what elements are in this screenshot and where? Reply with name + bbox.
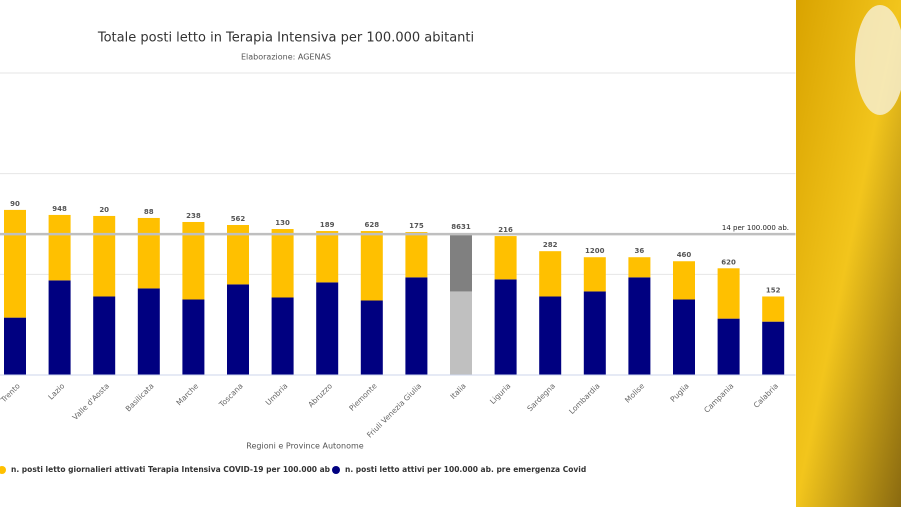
bar-label: 36 xyxy=(635,247,645,255)
bar-label: 282 xyxy=(543,241,558,249)
photo-figure xyxy=(855,5,901,115)
bar-segment xyxy=(316,231,339,283)
bar-segment xyxy=(717,318,740,375)
bar-segment xyxy=(628,257,651,278)
bar-segment xyxy=(762,321,785,375)
x-tick-label: Marche xyxy=(174,381,200,407)
bar-segment xyxy=(182,221,205,300)
bar-segment xyxy=(4,317,26,375)
bar-segment xyxy=(450,233,472,292)
x-tick-label: Liguria xyxy=(488,381,512,405)
bar-segment xyxy=(271,297,294,375)
bar-segment xyxy=(405,277,428,375)
bar-segment xyxy=(539,296,562,375)
legend-marker xyxy=(332,466,340,474)
bar-segment xyxy=(673,299,695,375)
bar-label: 628 xyxy=(364,221,379,229)
bar-segment xyxy=(628,277,651,375)
bar-label: 90 xyxy=(10,200,20,208)
bar-segment xyxy=(717,268,740,319)
bar-segment xyxy=(4,209,26,318)
x-tick-label: Sardegna xyxy=(525,381,557,413)
x-tick-label: Campania xyxy=(702,381,735,414)
legend-label: n. posti letto attivi per 100.000 ab. pr… xyxy=(345,465,586,474)
x-axis-title: Regioni e Province Autonome xyxy=(246,442,364,451)
x-tick-label: Abruzzo xyxy=(306,381,334,409)
x-tick-label: Italia xyxy=(448,381,467,400)
x-tick-label: Piemonte xyxy=(347,381,379,413)
x-tick-label: Valle d'Aosta xyxy=(71,381,111,421)
bar-segment xyxy=(48,214,71,281)
x-tick-label: Calabria xyxy=(752,381,780,409)
bar-segment xyxy=(360,300,383,375)
bar-label: 8631 xyxy=(451,223,471,231)
bar-segment xyxy=(271,229,294,298)
x-tick-label: Trento xyxy=(0,381,22,405)
bar-segment xyxy=(762,296,785,322)
bar-segment xyxy=(583,257,606,292)
bar-label: 175 xyxy=(409,222,424,230)
bar-segment xyxy=(673,261,695,300)
chart-subtitle: Elaborazione: AGENAS xyxy=(241,53,331,62)
bar-label: 460 xyxy=(677,251,692,259)
x-tick-label: Lazio xyxy=(46,381,66,401)
legend-marker xyxy=(0,466,6,474)
bar-label: 20 xyxy=(99,206,109,214)
x-tick-label: Puglia xyxy=(668,381,690,403)
bar-label: 189 xyxy=(320,221,335,229)
x-tick-label: Lombardia xyxy=(567,381,601,415)
x-tick-label: Umbria xyxy=(264,381,290,407)
bar-label: 152 xyxy=(766,286,781,294)
bar-segment xyxy=(316,282,339,375)
reference-label: 14 per 100.000 ab. xyxy=(722,224,789,232)
bar-label: 1200 xyxy=(585,247,605,255)
bar-segment xyxy=(227,284,249,375)
bar-segment xyxy=(227,225,249,285)
bar-segment xyxy=(360,231,383,301)
bar-segment xyxy=(494,236,517,280)
bar-label: 88 xyxy=(144,208,154,216)
legend-label: n. posti letto giornalieri attivati Tera… xyxy=(11,465,331,474)
chart-title: Totale posti letto in Terapia Intensiva … xyxy=(97,31,474,46)
bar-segment xyxy=(450,291,472,375)
bar-label: 948 xyxy=(52,205,67,213)
bar-segment xyxy=(182,299,205,375)
bar-label: 216 xyxy=(498,226,513,234)
bar-segment xyxy=(405,232,428,278)
bar-segment xyxy=(137,217,160,289)
bar-segment xyxy=(93,296,116,375)
bar-label: 130 xyxy=(275,219,290,227)
bar-segment xyxy=(539,251,562,297)
bar-label: 238 xyxy=(186,212,201,220)
x-tick-label: Molise xyxy=(623,381,646,404)
bar-label: 620 xyxy=(721,258,736,266)
bar-segment xyxy=(93,215,116,297)
bar-segment xyxy=(494,279,517,375)
x-tick-label: Basilicata xyxy=(124,381,156,413)
x-tick-label: Toscana xyxy=(217,381,245,409)
bar-label: 562 xyxy=(231,215,246,223)
bar-segment xyxy=(583,291,606,375)
bar-segment xyxy=(48,280,71,375)
bar-segment xyxy=(137,288,160,375)
